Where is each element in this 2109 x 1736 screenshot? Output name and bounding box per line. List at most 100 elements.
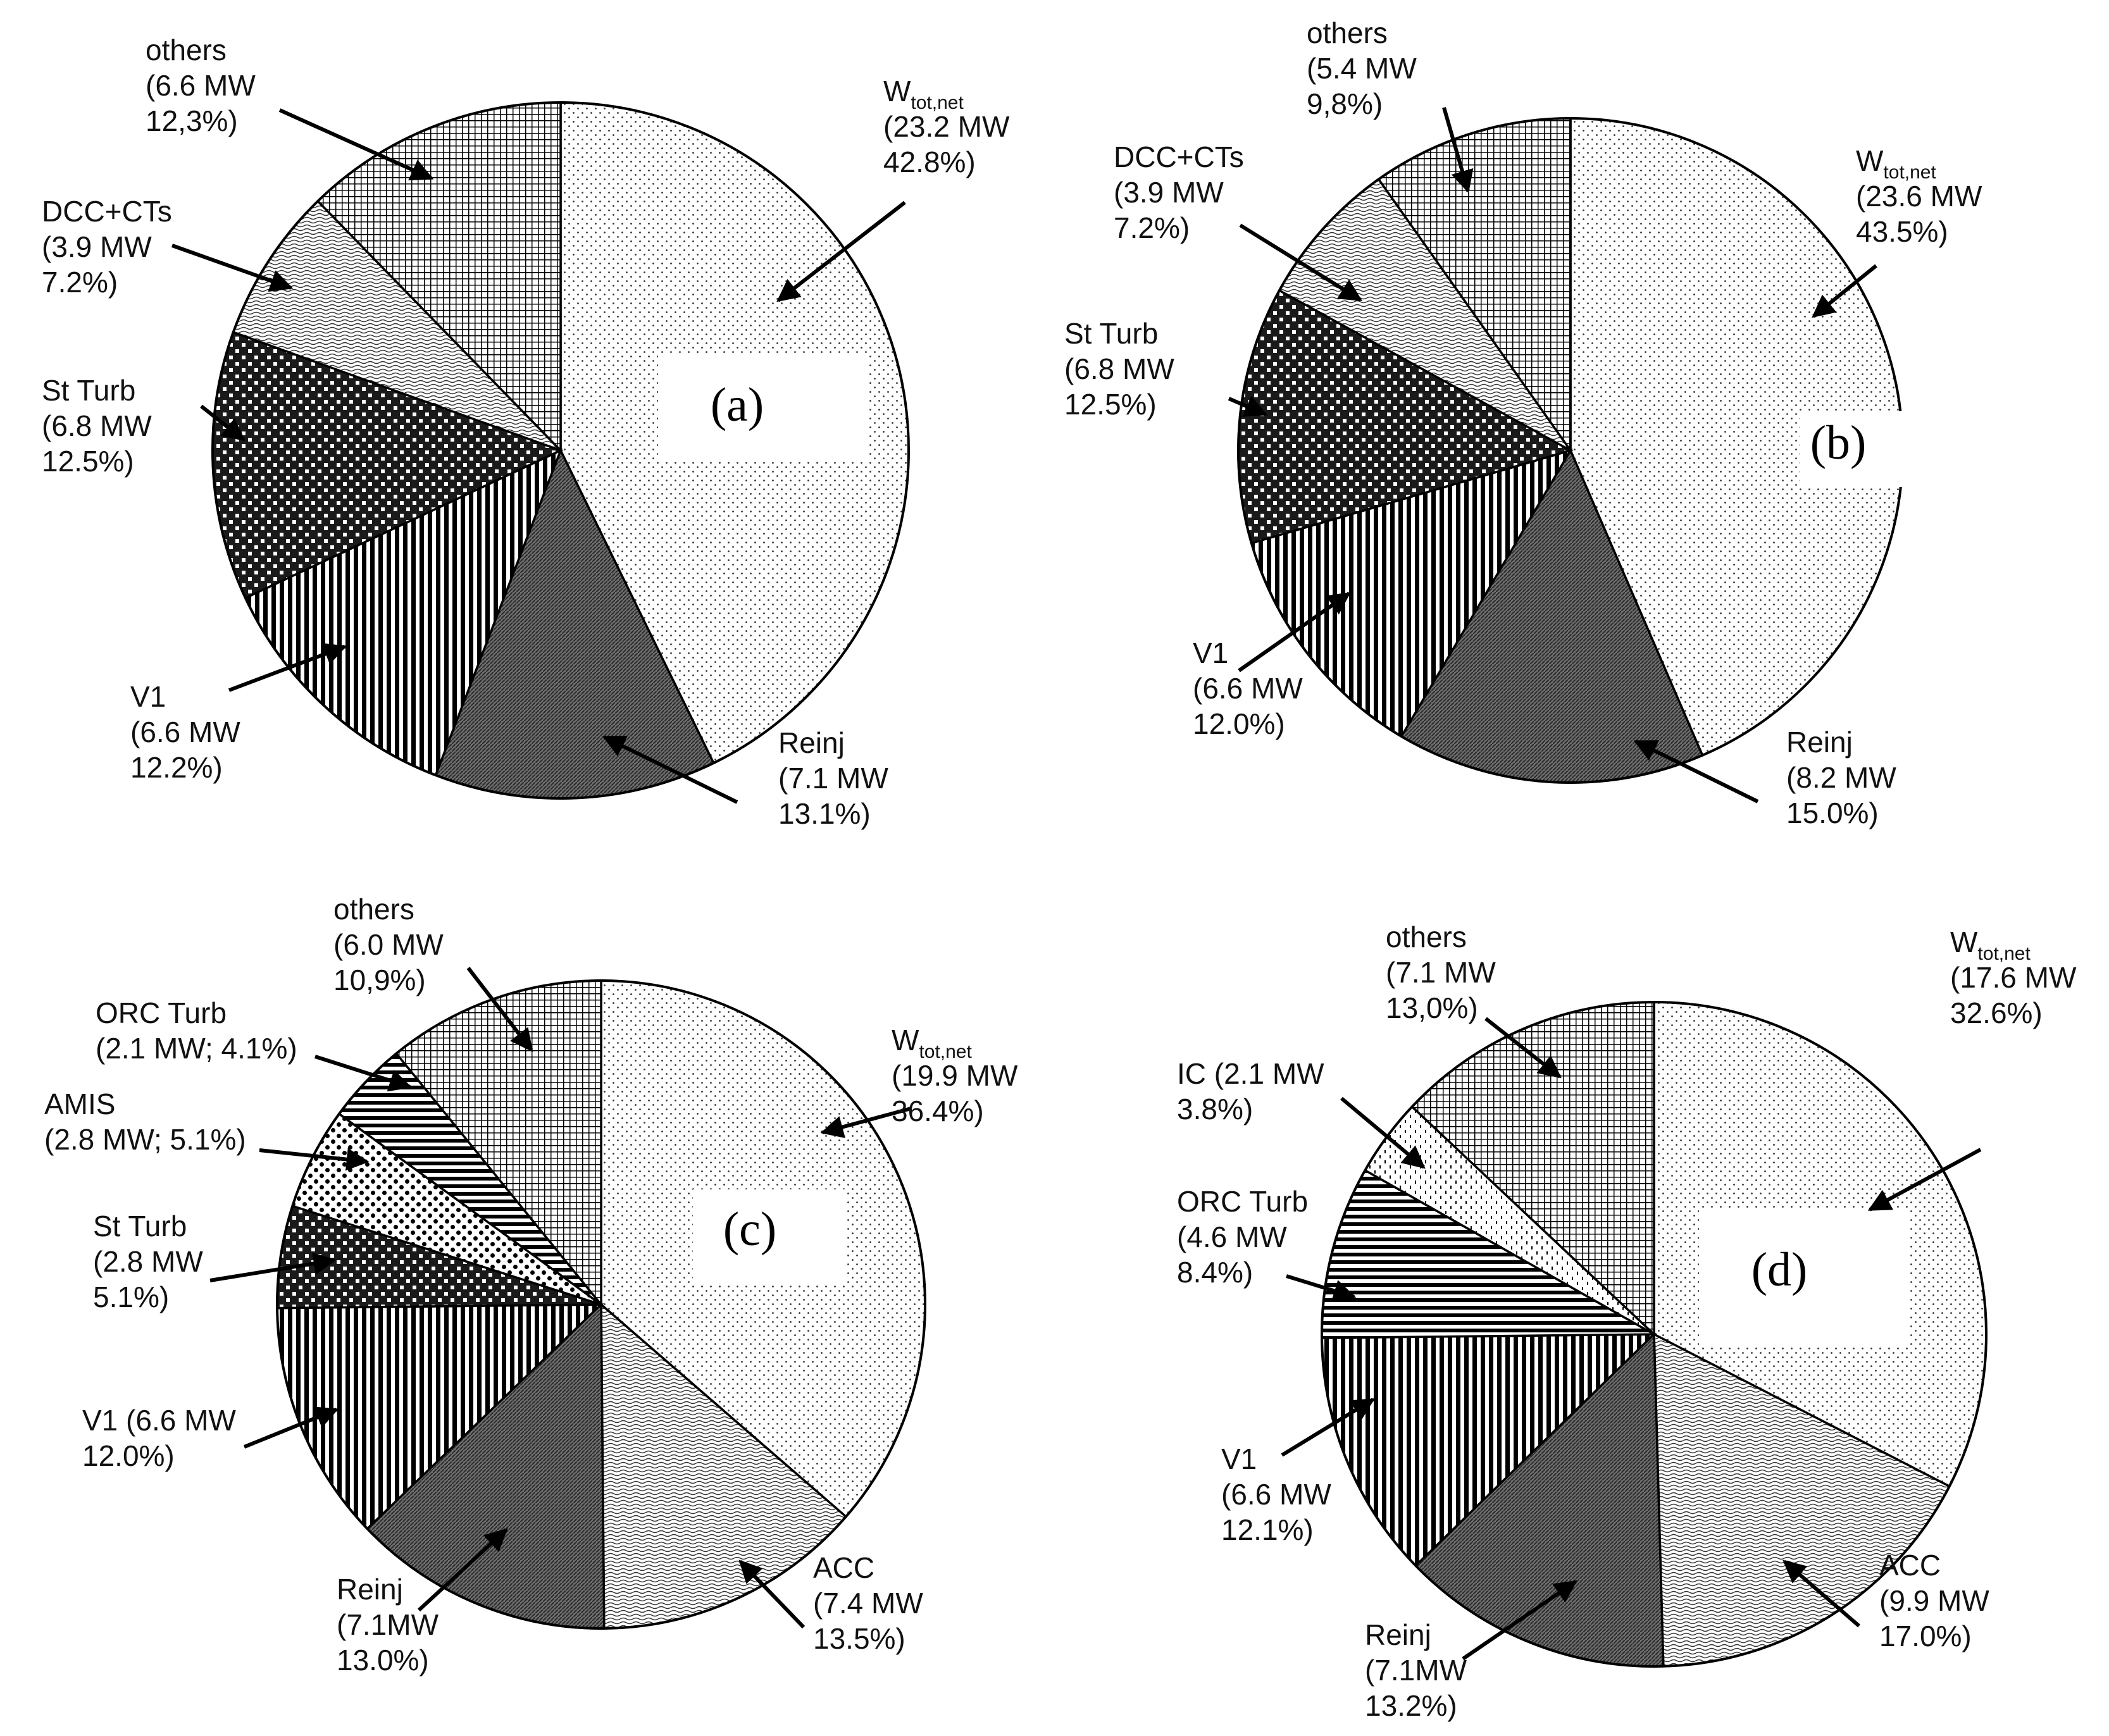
slice-percent-label: 15.0%)	[1786, 797, 1879, 829]
slice-value-label: (4.6 MW	[1177, 1220, 1287, 1253]
slice-value-label: (6.6 MW	[1193, 672, 1303, 705]
annotation-arrow	[278, 108, 434, 181]
panel-id-label: (c)	[723, 1203, 776, 1256]
slice-percent-label: 7.2%)	[1114, 211, 1190, 244]
slice-label: ORC Turb	[1177, 1185, 1308, 1218]
pie-outline	[1321, 1001, 1988, 1668]
slice-label-subscript: tot,net	[1883, 162, 1936, 183]
slice-label: DCC+CTs	[42, 195, 172, 228]
slice-value-label: (5.4 MW	[1307, 52, 1417, 85]
panel-label-box	[1800, 411, 1905, 487]
annotation-arrow	[602, 735, 738, 804]
slice-label: AMIS	[44, 1088, 115, 1120]
slice-label: DCC+CTs	[1114, 140, 1244, 173]
slice-percent-label: 12.2%)	[130, 751, 223, 784]
slice-label: ACC	[1879, 1549, 1941, 1582]
annotation-arrow	[466, 967, 533, 1052]
pie-outline	[211, 101, 910, 800]
slice-percent-label: 5.1%)	[93, 1280, 169, 1313]
annotation-arrow	[1239, 223, 1363, 302]
slice-percent-label: 43.5%)	[1856, 215, 1948, 248]
slice-value-label: (19.9 MW	[892, 1059, 1018, 1092]
panel-label-box	[658, 354, 867, 462]
slice-label: St Turb	[42, 374, 135, 407]
annotation-arrow	[200, 404, 246, 442]
slice-value-label: (7.1 MW	[1386, 956, 1496, 989]
annotation-arrow	[1340, 1096, 1426, 1169]
slice-label: ACC	[813, 1551, 874, 1584]
annotation-arrow	[171, 244, 294, 292]
slice-value-label: (7.4 MW	[813, 1587, 923, 1620]
slice-label: V1	[130, 680, 166, 713]
slice-value-label: (9.9 MW	[1879, 1584, 1989, 1617]
annotation-arrow	[776, 201, 906, 302]
annotation-arrow	[1442, 107, 1474, 194]
panel-label-box	[693, 1189, 845, 1284]
slice-label: others	[1386, 921, 1467, 953]
slice-percent-label: 8.4%)	[1177, 1256, 1253, 1289]
slice-label-subscript: tot,net	[919, 1041, 972, 1062]
slice-value-label: (23.6 MW	[1856, 180, 1982, 213]
slice-percent-label: 12.1%)	[1221, 1513, 1314, 1546]
slice-value-label: (6.6 MW	[130, 716, 240, 748]
panel-label-box	[1699, 1208, 1908, 1348]
slice-percent-label: 36.4%)	[892, 1094, 984, 1127]
slice-value-label: (3.9 MW	[1114, 176, 1224, 209]
slice-value-label: (2.8 MW; 5.1%)	[44, 1123, 246, 1156]
annotation-arrow	[1462, 1580, 1577, 1661]
slice-value-label: (8.2 MW	[1786, 761, 1896, 794]
slice-percent-label: 12.5%)	[42, 445, 134, 478]
slice-label: Reinj	[1365, 1618, 1431, 1651]
slice-label-subscript: tot,net	[911, 92, 964, 113]
annotation-arrow	[228, 643, 347, 692]
slice-label: Reinj	[1786, 726, 1853, 759]
slice-percent-label: 17.0%)	[1879, 1620, 1972, 1652]
slice-label: IC (2.1 MW	[1177, 1057, 1324, 1090]
slice-label: Wtot,net	[1950, 926, 2031, 964]
slice-value-label: (3.9 MW	[42, 230, 152, 263]
annotation-arrow	[1812, 264, 1877, 318]
annotation-arrow	[243, 1406, 339, 1449]
slice-percent-label: 13.1%)	[778, 797, 871, 830]
annotation-arrow	[820, 1107, 912, 1138]
slice-percent-label: 7.2%)	[42, 266, 118, 299]
annotation-arrow	[1286, 1274, 1357, 1302]
panel-id-label: (a)	[711, 378, 764, 431]
annotation-arrow	[1484, 1017, 1562, 1079]
slice-label-subscript: tot,net	[1977, 943, 2031, 964]
annotation-arrow	[1228, 395, 1268, 417]
slice-percent-label: 13,0%)	[1386, 991, 1478, 1024]
slice-value-label: 12.0%)	[82, 1439, 175, 1472]
slice-value-label: (2.1 MW; 4.1%)	[96, 1032, 297, 1065]
slice-percent-label: 12.5%)	[1064, 388, 1157, 421]
annotation-arrow	[314, 1055, 413, 1092]
slice-label: others	[146, 34, 227, 66]
slice-percent-label: 13.2%)	[1365, 1689, 1457, 1722]
slice-value-label: (7.1MW	[337, 1608, 439, 1641]
slice-label: Reinj	[337, 1573, 403, 1606]
slice-value-label: 3.8%)	[1177, 1093, 1253, 1125]
slice-value-label: (7.1 MW	[778, 762, 888, 795]
slice-label: V1 (6.6 MW	[82, 1404, 236, 1437]
annotation-arrow	[259, 1148, 370, 1171]
pie-outline	[276, 979, 926, 1630]
annotation-arrow	[209, 1252, 337, 1282]
slice-label: Reinj	[778, 726, 845, 759]
slice-label: Wtot,net	[892, 1024, 972, 1062]
slice-value-label: (17.6 MW	[1950, 961, 2077, 994]
slice-label: others	[333, 893, 414, 926]
panel-id-label: (b)	[1810, 416, 1867, 469]
annotation-arrow	[417, 1528, 508, 1612]
annotation-arrow	[738, 1559, 806, 1629]
slice-percent-label: 32.6%)	[1950, 996, 2043, 1029]
slice-label: Wtot,net	[1856, 144, 1936, 183]
slice-label: ORC Turb	[96, 996, 227, 1029]
slice-value-label: (7.1MW	[1365, 1654, 1467, 1687]
slice-label: V1	[1221, 1442, 1257, 1475]
annotation-arrow	[1238, 592, 1351, 673]
